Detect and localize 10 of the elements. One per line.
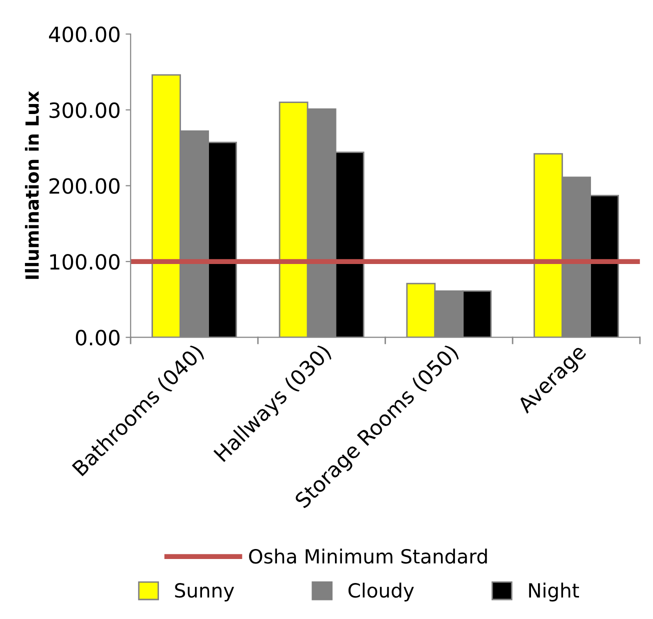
y-tick-label: 300.00: [50, 102, 120, 118]
legend-label: Osha Minimum Standard: [249, 548, 487, 564]
legend-label: Cloudy: [348, 582, 414, 602]
legend-label: Sunny: [175, 583, 234, 602]
legend-label: Night: [529, 582, 580, 602]
y-tick-label: 0.00: [76, 330, 120, 346]
y-tick-label: 200.00: [50, 178, 120, 194]
y-tick-label: 100.00: [50, 254, 120, 270]
y-tick-label: 400.00: [49, 26, 120, 42]
y-axis-title: Illumination in Lux: [24, 91, 39, 279]
